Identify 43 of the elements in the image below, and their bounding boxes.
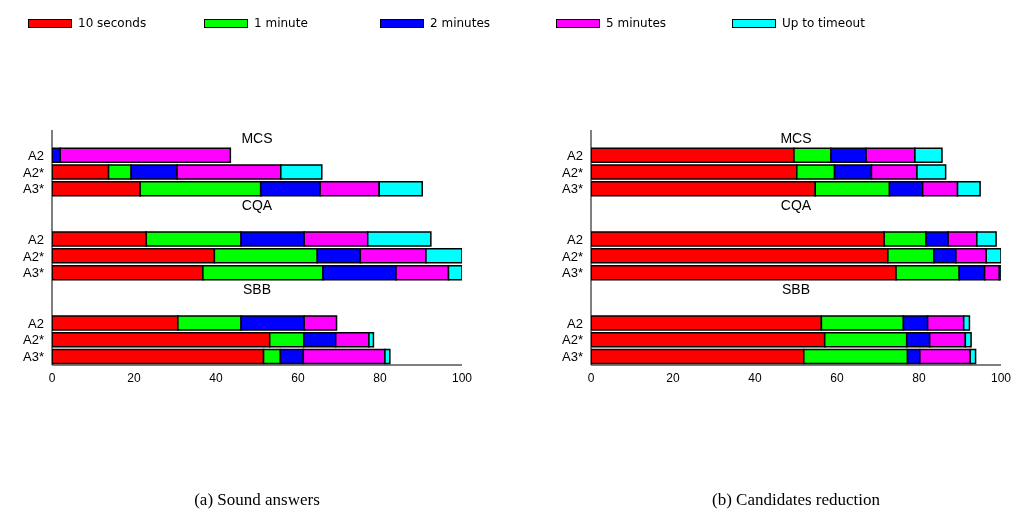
x-tick-label: 100 — [451, 370, 473, 385]
x-tick-label: 40 — [748, 370, 762, 385]
x-tick-label: 20 — [666, 370, 680, 385]
y-tick-label: A3* — [562, 349, 583, 365]
x-tick-label: 60 — [830, 370, 844, 385]
x-tick-label: 100 — [990, 370, 1012, 385]
x-tick-label: 0 — [587, 370, 595, 385]
y-tick-label: A2* — [23, 248, 44, 264]
y-tick-label: A3* — [562, 265, 583, 281]
y-tick-label: A2 — [28, 231, 44, 247]
x-tick-label: 40 — [209, 370, 223, 385]
legend-label: 2 minutes — [430, 16, 491, 30]
x-tick-label: 80 — [373, 370, 387, 385]
legend-label: 10 seconds — [78, 16, 147, 30]
text: (b) Candidates reduction — [710, 490, 882, 510]
legend-label: 1 minute — [254, 16, 308, 30]
legend-label: 5 minutes — [606, 16, 667, 30]
x-tick-label: 80 — [912, 370, 926, 385]
y-tick-label: A2* — [23, 164, 44, 180]
y-tick-label: A2* — [562, 332, 583, 348]
annotation: MCS — [240, 130, 274, 147]
annotation: SBB — [242, 281, 272, 298]
y-tick-label: A2* — [562, 164, 583, 180]
y-tick-label: A3* — [562, 181, 583, 197]
y-tick-label: A2 — [567, 315, 583, 331]
y-tick-label: A3* — [23, 181, 44, 197]
x-tick-label: 0 — [48, 370, 56, 385]
y-tick-label: A2 — [567, 231, 583, 247]
y-tick-label: A2 — [28, 147, 44, 163]
y-tick-label: A2 — [567, 147, 583, 163]
x-tick-label: 60 — [291, 370, 305, 385]
annotation: SBB — [781, 281, 811, 298]
text: (a) Sound answers — [193, 490, 321, 510]
annotation: MCS — [779, 130, 813, 147]
annotation: CQA — [240, 197, 274, 214]
y-tick-label: A2* — [23, 332, 44, 348]
y-tick-label: A3* — [23, 265, 44, 281]
y-tick-label: A3* — [23, 349, 44, 365]
y-tick-label: A2 — [28, 315, 44, 331]
annotation: CQA — [779, 197, 813, 214]
legend-label: Up to timeout — [782, 16, 865, 30]
x-tick-label: 20 — [127, 370, 141, 385]
y-tick-label: A2* — [562, 248, 583, 264]
